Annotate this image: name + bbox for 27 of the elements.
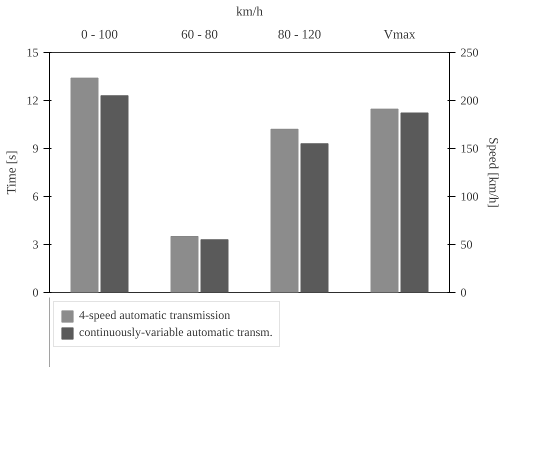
- y2-tick-label: 150: [460, 142, 478, 156]
- y-tick-label: 6: [32, 190, 38, 204]
- x-tick-label: 60 - 80: [181, 26, 218, 42]
- bar: [270, 128, 298, 292]
- bar: [300, 143, 328, 292]
- y2-tick-label: 0: [460, 286, 466, 300]
- y2-axis-title: Speed [km/h]: [486, 137, 502, 208]
- y-tick-label: 12: [26, 94, 38, 108]
- bar: [100, 95, 128, 292]
- y2-tick-label: 200: [460, 94, 478, 108]
- x-tick-label: Vmax: [384, 26, 416, 42]
- legend-label: continuously-variable automatic transm.: [79, 325, 273, 340]
- x-tick-label: 80 - 120: [278, 26, 322, 42]
- x-tick-label: 0 - 100: [81, 26, 118, 42]
- y-tick-label: 9: [32, 142, 38, 156]
- y-axis-title: Time [s]: [4, 150, 18, 194]
- y2-tick-label: 100: [460, 190, 478, 204]
- y2-tick-label: 50: [460, 238, 472, 252]
- bar: [70, 78, 98, 292]
- legend-label: 4-speed automatic transmission: [79, 308, 230, 323]
- y-tick-label: 0: [32, 286, 38, 300]
- y2-tick-label: 250: [460, 46, 478, 60]
- y-tick-label: 15: [26, 46, 38, 60]
- x-axis-title: km/h: [236, 4, 264, 18]
- bar: [200, 239, 228, 292]
- y-tick-label: 3: [32, 238, 38, 252]
- bar: [170, 236, 198, 292]
